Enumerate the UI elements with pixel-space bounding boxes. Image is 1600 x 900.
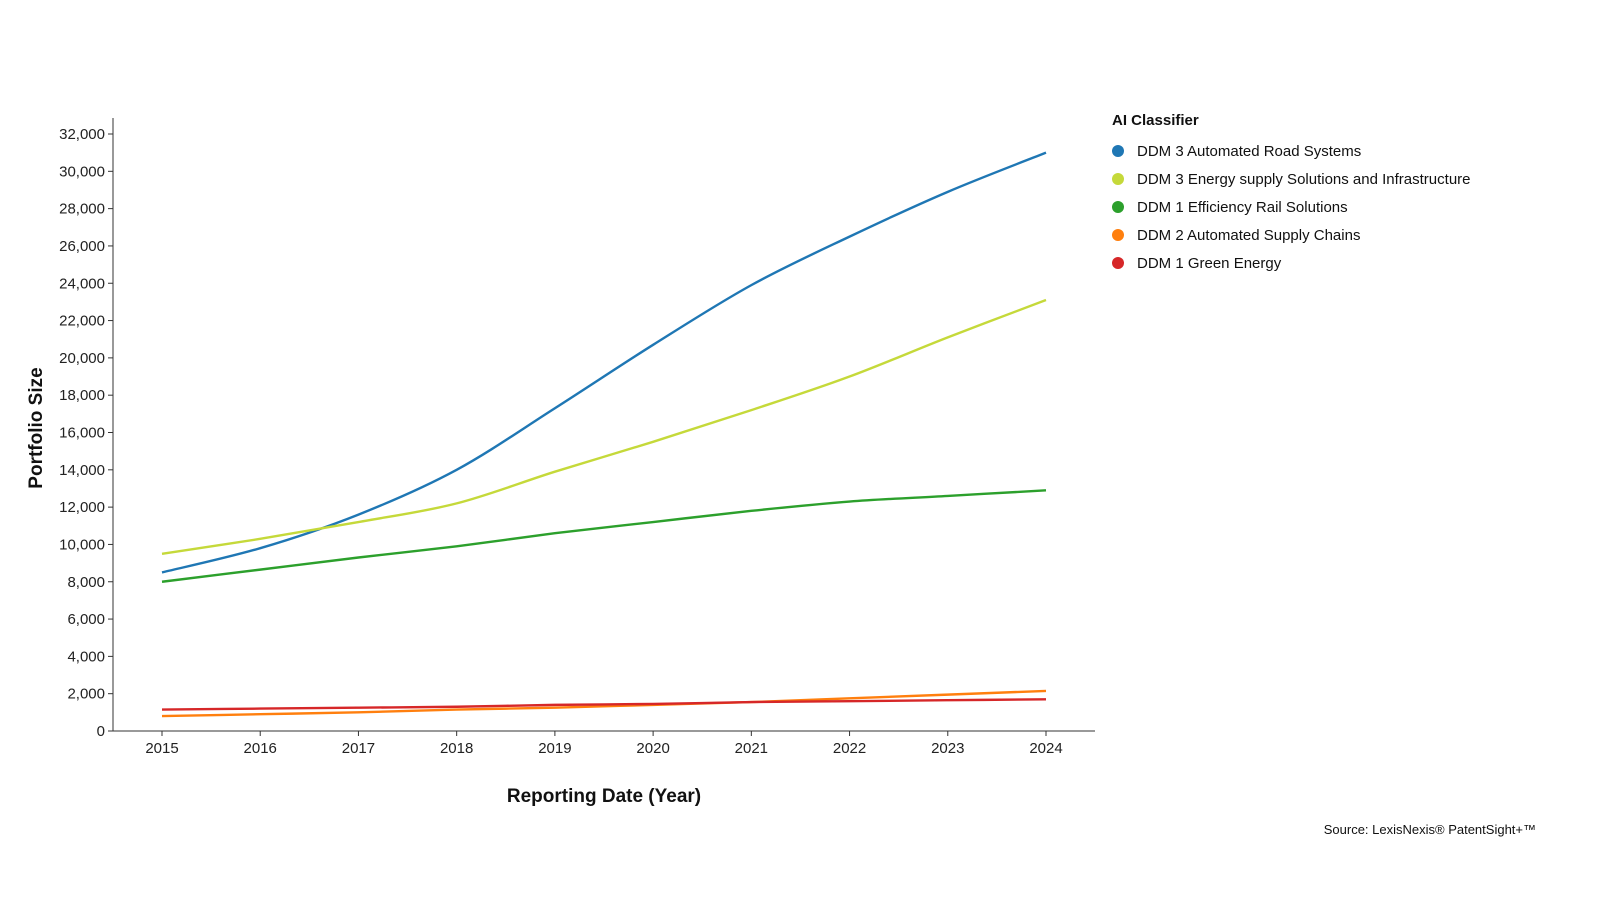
legend-marker-icon — [1112, 173, 1124, 185]
legend-label: DDM 1 Efficiency Rail Solutions — [1137, 198, 1348, 216]
legend-label: DDM 1 Green Energy — [1137, 254, 1282, 272]
legend-items: DDM 3 Automated Road Systems DDM 3 Energy… — [1112, 137, 1471, 277]
series-line — [161, 298, 1047, 555]
x-tick-label: 2018 — [440, 740, 473, 757]
y-tick-label: 16,000 — [59, 425, 105, 442]
legend-marker-icon — [1112, 229, 1124, 241]
y-tick-label: 4,000 — [67, 648, 105, 665]
x-tick-label: 2023 — [931, 740, 964, 757]
source-note: Source: LexisNexis® PatentSight+™ — [1323, 822, 1536, 837]
legend-item[interactable]: DDM 3 Automated Road Systems — [1112, 137, 1471, 165]
y-tick-label: 2,000 — [67, 686, 105, 703]
x-axis-title: Reporting Date (Year) — [507, 786, 701, 807]
legend-item[interactable]: DDM 1 Green Energy — [1112, 249, 1471, 277]
x-tick-label: 2015 — [145, 740, 178, 757]
series-lines — [161, 151, 1047, 718]
y-tick-label: 12,000 — [59, 499, 105, 516]
y-tick-label: 26,000 — [59, 238, 105, 255]
y-tick-label: 22,000 — [59, 313, 105, 330]
legend-title: AI Classifier — [1112, 112, 1199, 129]
legend-marker-icon — [1112, 257, 1124, 269]
y-tick-label: 20,000 — [59, 350, 105, 367]
series-line — [161, 689, 1047, 718]
y-tick-label: 32,000 — [59, 126, 105, 143]
y-tick-label: 8,000 — [67, 574, 105, 591]
y-tick-label: 6,000 — [67, 611, 105, 628]
legend: AI Classifier DDM 3 Automated Road Syste… — [1112, 112, 1471, 277]
y-tick-label: 30,000 — [59, 163, 105, 180]
x-tick-label: 2020 — [636, 740, 669, 757]
x-tick-label: 2019 — [538, 740, 571, 757]
x-tick-label: 2021 — [735, 740, 768, 757]
series-line — [161, 698, 1047, 711]
x-tick-label: 2017 — [342, 740, 375, 757]
y-axis-title: Portfolio Size — [26, 367, 47, 488]
legend-item[interactable]: DDM 3 Energy supply Solutions and Infras… — [1112, 165, 1471, 193]
x-tick-label: 2024 — [1029, 740, 1062, 757]
y-tick-label: 14,000 — [59, 462, 105, 479]
axes: 0 2,000 4,000 6,000 8,000 10,000 12,000 14,000 1… — [59, 118, 1095, 757]
y-tick-label: 10,000 — [59, 536, 105, 553]
y-tick-label: 0 — [97, 723, 105, 740]
legend-marker-icon — [1112, 145, 1124, 157]
legend-marker-icon — [1112, 201, 1124, 213]
legend-label: DDM 3 Energy supply Solutions and Infras… — [1137, 170, 1471, 188]
legend-label: DDM 3 Automated Road Systems — [1137, 142, 1362, 160]
y-tick-label: 28,000 — [59, 201, 105, 218]
legend-label: DDM 2 Automated Supply Chains — [1137, 226, 1361, 244]
legend-item[interactable]: DDM 1 Efficiency Rail Solutions — [1112, 193, 1471, 221]
series-line — [161, 151, 1047, 574]
x-tick-label: 2016 — [244, 740, 277, 757]
series-line — [161, 489, 1047, 583]
y-tick-label: 24,000 — [59, 275, 105, 292]
legend-item[interactable]: DDM 2 Automated Supply Chains — [1112, 221, 1471, 249]
y-tick-label: 18,000 — [59, 387, 105, 404]
x-tick-label: 2022 — [833, 740, 866, 757]
